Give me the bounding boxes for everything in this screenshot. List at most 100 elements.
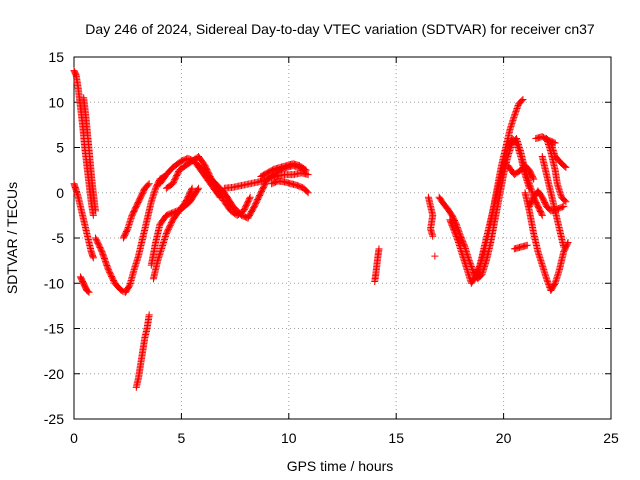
series-arc-22 [510, 241, 531, 253]
data-point [560, 243, 568, 251]
data-point [512, 106, 520, 114]
data-point [454, 237, 462, 245]
data-point [543, 276, 551, 284]
series-arc-3 [70, 180, 97, 262]
series-arc-18 [431, 252, 439, 260]
tick-labels: 0 5 10 15 20 25 -25 -20 -15 -10 -5 0 5 10 15 [44, 49, 619, 446]
data-point [519, 96, 527, 104]
data-point [429, 232, 437, 240]
data-point [453, 236, 461, 244]
x-tick-label: 15 [388, 430, 404, 446]
data-point [560, 202, 568, 210]
data-point [117, 286, 125, 294]
chart-title: Day 246 of 2024, Sidereal Day-to-day VTE… [85, 21, 595, 37]
series-arc-5 [91, 172, 168, 296]
y-tick-label: -5 [52, 230, 65, 246]
data-point [453, 222, 461, 230]
data-point [302, 166, 310, 174]
data-point [187, 186, 195, 194]
data-point [451, 230, 459, 238]
data-point [558, 203, 566, 211]
series-arc-9 [147, 184, 203, 269]
data-point [301, 165, 309, 173]
x-tick-label: 0 [70, 430, 78, 446]
y-tick-label: -25 [44, 411, 64, 427]
data-point [525, 184, 533, 192]
y-tick-label: 0 [56, 185, 64, 201]
data-point [454, 225, 462, 233]
data-point [89, 254, 97, 262]
series-arc-29 [538, 153, 568, 251]
data-point [303, 188, 311, 196]
data-point [562, 163, 570, 171]
data-point [514, 103, 522, 111]
grid-lines [74, 57, 611, 419]
data-point [144, 181, 152, 189]
data-point [538, 210, 546, 218]
data-point [215, 192, 223, 200]
series-arc-13 [220, 169, 312, 192]
data-point [245, 195, 253, 203]
x-tick-label: 20 [496, 430, 512, 446]
data-point [513, 104, 521, 112]
series-arc-21 [474, 134, 533, 278]
y-tick-label: -10 [44, 275, 64, 291]
data-point [304, 189, 312, 197]
y-axis-label: SDTVAR / TECUs [4, 182, 20, 294]
data-point [512, 107, 520, 115]
y-tick-label: -20 [44, 366, 64, 382]
data-point [530, 175, 538, 183]
data-point [453, 234, 461, 242]
series-arc-28 [547, 139, 570, 171]
data-point [172, 207, 180, 215]
data-point [518, 97, 526, 105]
data-point [544, 279, 552, 287]
series-arc-4 [76, 273, 93, 296]
data-point [91, 207, 99, 215]
data-point [431, 252, 439, 260]
series-arc-17 [424, 193, 437, 240]
data-point [452, 233, 460, 241]
data-point [188, 184, 196, 192]
data-point [195, 184, 203, 192]
data-point [562, 198, 570, 206]
data-point [529, 174, 537, 182]
data-point [216, 193, 224, 201]
data-point [194, 185, 202, 193]
data-point [85, 288, 93, 296]
data-point [561, 163, 569, 171]
data-point [452, 231, 460, 239]
data-point [375, 245, 383, 253]
data-point [544, 278, 552, 286]
data-point [523, 241, 531, 249]
series-arc-2 [80, 94, 99, 215]
x-tick-label: 25 [603, 430, 619, 446]
data-point [145, 311, 153, 319]
data-point [173, 207, 181, 215]
data-point [169, 209, 177, 217]
x-axis-label: GPS time / hours [287, 458, 394, 474]
data-point [543, 275, 551, 283]
data-point [453, 223, 461, 231]
data-point [450, 227, 458, 235]
data-point [511, 109, 519, 117]
data-point [561, 197, 569, 205]
series-arc-26 [504, 162, 538, 183]
data-point [89, 211, 97, 219]
data-point [451, 228, 459, 236]
series-arc-24 [525, 187, 568, 215]
x-tick-label: 5 [178, 430, 186, 446]
y-tick-label: 15 [48, 49, 64, 65]
y-tick-label: -15 [44, 321, 64, 337]
series-arc-23 [521, 189, 572, 294]
y-tick-label: 5 [56, 140, 64, 156]
x-tick-label: 10 [281, 430, 297, 446]
series-arc-16 [371, 245, 383, 285]
series-arc-6 [119, 180, 153, 242]
data-point [246, 193, 254, 201]
data-point [538, 211, 546, 219]
data-point [145, 180, 153, 188]
series-arc-12 [195, 162, 310, 222]
y-tick-label: 10 [48, 94, 64, 110]
